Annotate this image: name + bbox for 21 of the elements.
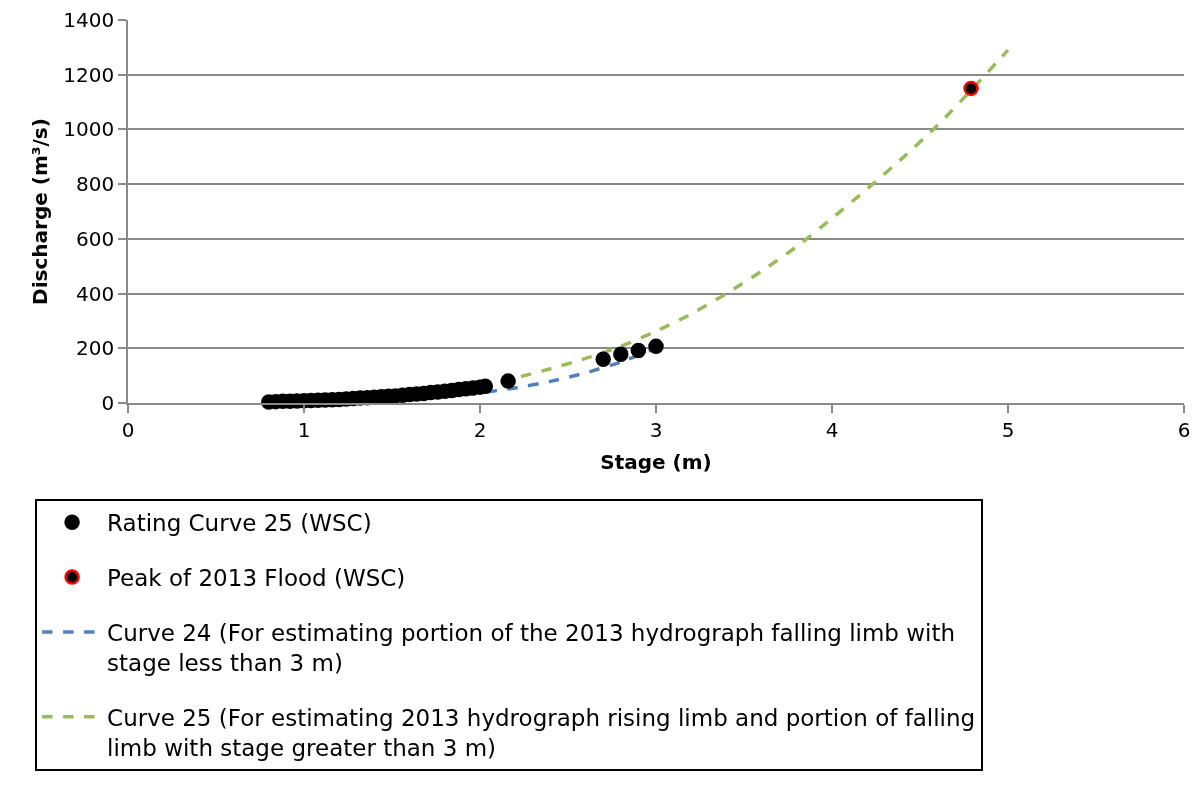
legend-label: Curve 24 (For estimating portion of the 2013 hydrograph falling limb with stage less than 3 m) (107, 619, 956, 676)
y-tick-label: 800 (76, 172, 115, 197)
y-tick-label: 200 (76, 336, 115, 361)
y-tick-label: 1000 (63, 117, 115, 142)
x-tick-label: 6 (1177, 417, 1191, 442)
y-tick-label: 400 (76, 281, 115, 306)
x-tick-label: 5 (1001, 417, 1015, 442)
y-tick-label: 1400 (63, 8, 115, 32)
legend-label: Rating Curve 25 (WSC) (107, 510, 372, 537)
legend-label: Peak of 2013 Flood (WSC) (107, 565, 406, 592)
x-tick-label: 4 (825, 417, 839, 442)
y-tick-label: 1200 (63, 62, 115, 87)
y-tick-label: 0 (101, 391, 115, 415)
x-tick-label: 1 (297, 417, 311, 442)
y-axis-title: Discharge (m³/s) (28, 118, 53, 305)
x-axis-title: Stage (m) (600, 449, 712, 474)
x-tick-label: 3 (649, 417, 663, 442)
y-tick-label: 600 (76, 226, 115, 251)
x-tick-label: 2 (473, 417, 487, 442)
x-tick-label: 0 (121, 417, 135, 442)
legend-label: Curve 25 (For estimating 2013 hydrograph rising limb and portion of falling limb with stage greater than 3 m) (107, 704, 976, 761)
